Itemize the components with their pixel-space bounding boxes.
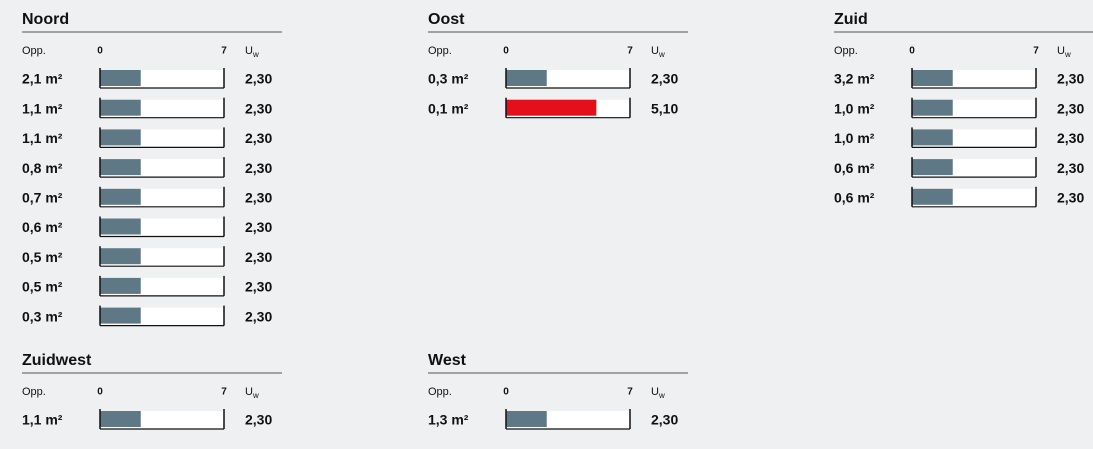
x-tick-label: 0: [503, 387, 509, 398]
bar: [100, 70, 141, 86]
category-label: 1,1 m²: [22, 100, 63, 116]
category-header: Opp.: [428, 386, 452, 398]
value-label: 2,30: [245, 190, 272, 206]
category-label: 1,1 m²: [22, 130, 63, 146]
category-header: Opp.: [428, 45, 452, 57]
panel: Zuid Opp. 0 7 Uw 3,2 m² 2,30 1,0 m² 2,30 1,0 m² 2,…: [834, 11, 1093, 208]
x-tick-label: 0: [97, 46, 103, 57]
value-symbol: U: [245, 386, 253, 398]
x-tick-label: 7: [221, 387, 227, 398]
category-header: Opp.: [834, 45, 858, 57]
value-header: Uw: [245, 386, 259, 400]
value-subscript: w: [658, 50, 665, 59]
category-label: 0,1 m²: [428, 100, 469, 116]
category-label: 0,6 m²: [834, 160, 875, 176]
value-label: 2,30: [245, 160, 272, 176]
value-header: Uw: [651, 386, 665, 400]
value-label: 2,30: [1057, 100, 1084, 116]
value-label: 2,30: [1057, 190, 1084, 206]
bar: [912, 188, 953, 205]
bar: [100, 411, 141, 427]
panel-title: Zuidwest: [22, 352, 92, 369]
value-symbol: U: [1057, 45, 1065, 57]
panel: Oost Opp. 0 7 Uw 0,3 m² 2,30 0,1 m² 5,10: [428, 11, 688, 119]
category-header: Opp.: [22, 386, 46, 398]
bar: [100, 188, 141, 205]
category-label: 0,7 m²: [22, 190, 63, 206]
x-tick-label: 0: [97, 387, 103, 398]
bar: [912, 129, 953, 146]
category-label: 2,1 m²: [22, 71, 63, 87]
panel-title: West: [428, 352, 467, 369]
panel-title: Noord: [22, 11, 69, 28]
value-label: 2,30: [245, 71, 272, 87]
value-label: 2,30: [1057, 71, 1084, 87]
panel: Zuidwest Opp. 0 7 Uw 1,1 m² 2,30: [22, 352, 282, 430]
bar: [912, 70, 953, 86]
value-label: 2,30: [245, 130, 272, 146]
x-tick-label: 7: [221, 46, 227, 57]
value-symbol: U: [651, 45, 659, 57]
value-symbol: U: [651, 386, 659, 398]
value-symbol: U: [245, 45, 253, 57]
value-label: 2,30: [1057, 160, 1084, 176]
value-label: 2,30: [245, 308, 272, 324]
x-tick-label: 7: [627, 387, 633, 398]
value-label: 2,30: [651, 412, 678, 428]
category-label: 1,3 m²: [428, 412, 469, 428]
value-label: 2,30: [245, 279, 272, 295]
bar: [100, 248, 141, 265]
category-label: 3,2 m²: [834, 71, 875, 87]
value-label: 2,30: [245, 412, 272, 428]
category-label: 0,6 m²: [22, 219, 63, 235]
panel-title: Oost: [428, 11, 465, 28]
bar: [100, 277, 141, 294]
panel-title: Zuid: [834, 11, 868, 28]
panel: West Opp. 0 7 Uw 1,3 m² 2,30: [428, 352, 688, 430]
bar: [100, 307, 141, 324]
category-label: 0,5 m²: [22, 279, 63, 295]
category-label: 0,6 m²: [834, 190, 875, 206]
value-header: Uw: [245, 45, 259, 59]
bar: [506, 411, 547, 427]
value-label: 2,30: [245, 219, 272, 235]
category-label: 1,1 m²: [22, 412, 63, 428]
value-label: 2,30: [245, 249, 272, 265]
value-label: 2,30: [1057, 130, 1084, 146]
value-subscript: w: [1064, 50, 1071, 59]
value-subscript: w: [252, 391, 259, 400]
category-label: 0,8 m²: [22, 160, 63, 176]
bar: [912, 159, 953, 176]
panel: Noord Opp. 0 7 Uw 2,1 m² 2,30 1,1 m² 2,30 1,1 m² 2…: [22, 11, 282, 327]
bar: [100, 99, 141, 116]
bar: [100, 218, 141, 235]
x-tick-label: 0: [503, 46, 509, 57]
value-subscript: w: [658, 391, 665, 400]
category-label: 0,3 m²: [428, 71, 469, 87]
bar: [912, 99, 953, 116]
value-label: 2,30: [651, 71, 678, 87]
value-label: 2,30: [245, 100, 272, 116]
category-header: Opp.: [22, 45, 46, 57]
category-label: 1,0 m²: [834, 100, 875, 116]
bar: [506, 99, 597, 116]
category-label: 1,0 m²: [834, 130, 875, 146]
x-tick-label: 0: [909, 46, 915, 57]
value-header: Uw: [1057, 45, 1071, 59]
category-label: 0,3 m²: [22, 308, 63, 324]
value-subscript: w: [252, 50, 259, 59]
category-label: 0,5 m²: [22, 249, 63, 265]
bar: [100, 159, 141, 176]
bar: [100, 129, 141, 146]
value-label: 5,10: [651, 100, 678, 116]
x-tick-label: 7: [627, 46, 633, 57]
bar: [506, 70, 547, 86]
x-tick-label: 7: [1033, 46, 1039, 57]
value-header: Uw: [651, 45, 665, 59]
